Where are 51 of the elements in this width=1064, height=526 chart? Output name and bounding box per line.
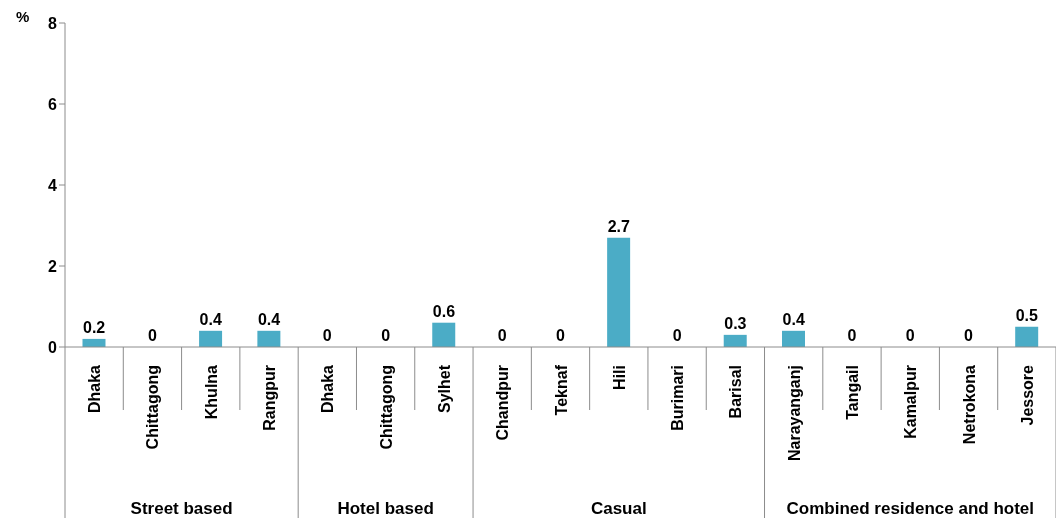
y-tick-label: 2 <box>48 257 58 275</box>
y-tick-label: 4 <box>48 176 58 194</box>
text: Combined residence and hotel <box>786 499 1035 518</box>
x-tick-label: Hili <box>610 365 628 390</box>
data-label: 0 <box>672 327 682 344</box>
bar <box>723 334 747 347</box>
x-tick-label: Rangpur <box>261 365 279 431</box>
x-tick-label: Kamalpur <box>902 365 920 439</box>
data-label: 0.4 <box>199 310 222 328</box>
data-label: 2.7 <box>607 217 631 235</box>
x-tick-label: Burimari <box>669 365 687 431</box>
x-tick-label: Jessore <box>1018 364 1036 426</box>
y-tick-label: 8 <box>48 14 58 32</box>
x-tick-label: Teknaf <box>552 364 570 416</box>
data-label: 0 <box>964 327 974 344</box>
data-label: 0.4 <box>782 310 805 328</box>
data-label: 0 <box>381 327 391 344</box>
data-label: 0.5 <box>1015 306 1039 324</box>
x-tick-label: Chittagong <box>144 365 162 450</box>
x-tick-label: Chittagong <box>377 365 395 450</box>
text: Hotel based <box>337 499 434 518</box>
y-tick-label: 6 <box>48 95 58 113</box>
bar <box>199 330 223 347</box>
bar <box>782 330 806 347</box>
bar <box>257 330 281 347</box>
x-tick-label: Khulna <box>202 364 220 420</box>
bar <box>1015 326 1039 347</box>
data-label: 0.3 <box>724 314 747 332</box>
data-label: 0 <box>556 327 566 344</box>
bar <box>432 322 456 347</box>
data-label: 0.4 <box>257 310 281 328</box>
x-tick-label: Tangail <box>843 365 861 420</box>
data-label: 0 <box>147 327 157 344</box>
y-axis-title: % <box>16 8 30 25</box>
x-tick-label: Narayanganj <box>785 365 803 462</box>
data-label: 0 <box>905 327 915 344</box>
x-tick-label: Sylhet <box>435 364 453 414</box>
text: Casual <box>590 499 647 518</box>
y-tick-label: 0 <box>48 338 58 356</box>
data-label: 0.6 <box>432 302 456 320</box>
x-tick-label: Dhaka <box>86 364 104 414</box>
data-label: 0 <box>847 327 857 344</box>
data-label: 0 <box>497 327 507 344</box>
data-label: 0 <box>322 327 332 344</box>
data-label: 0.2 <box>83 318 106 336</box>
bar <box>607 237 631 347</box>
x-tick-label: Chandpur <box>494 365 512 441</box>
x-tick-label: Netrokona <box>960 364 978 445</box>
text: Street based <box>130 499 233 518</box>
x-tick-label: Dhaka <box>319 364 337 414</box>
x-tick-label: Barisal <box>727 365 745 419</box>
